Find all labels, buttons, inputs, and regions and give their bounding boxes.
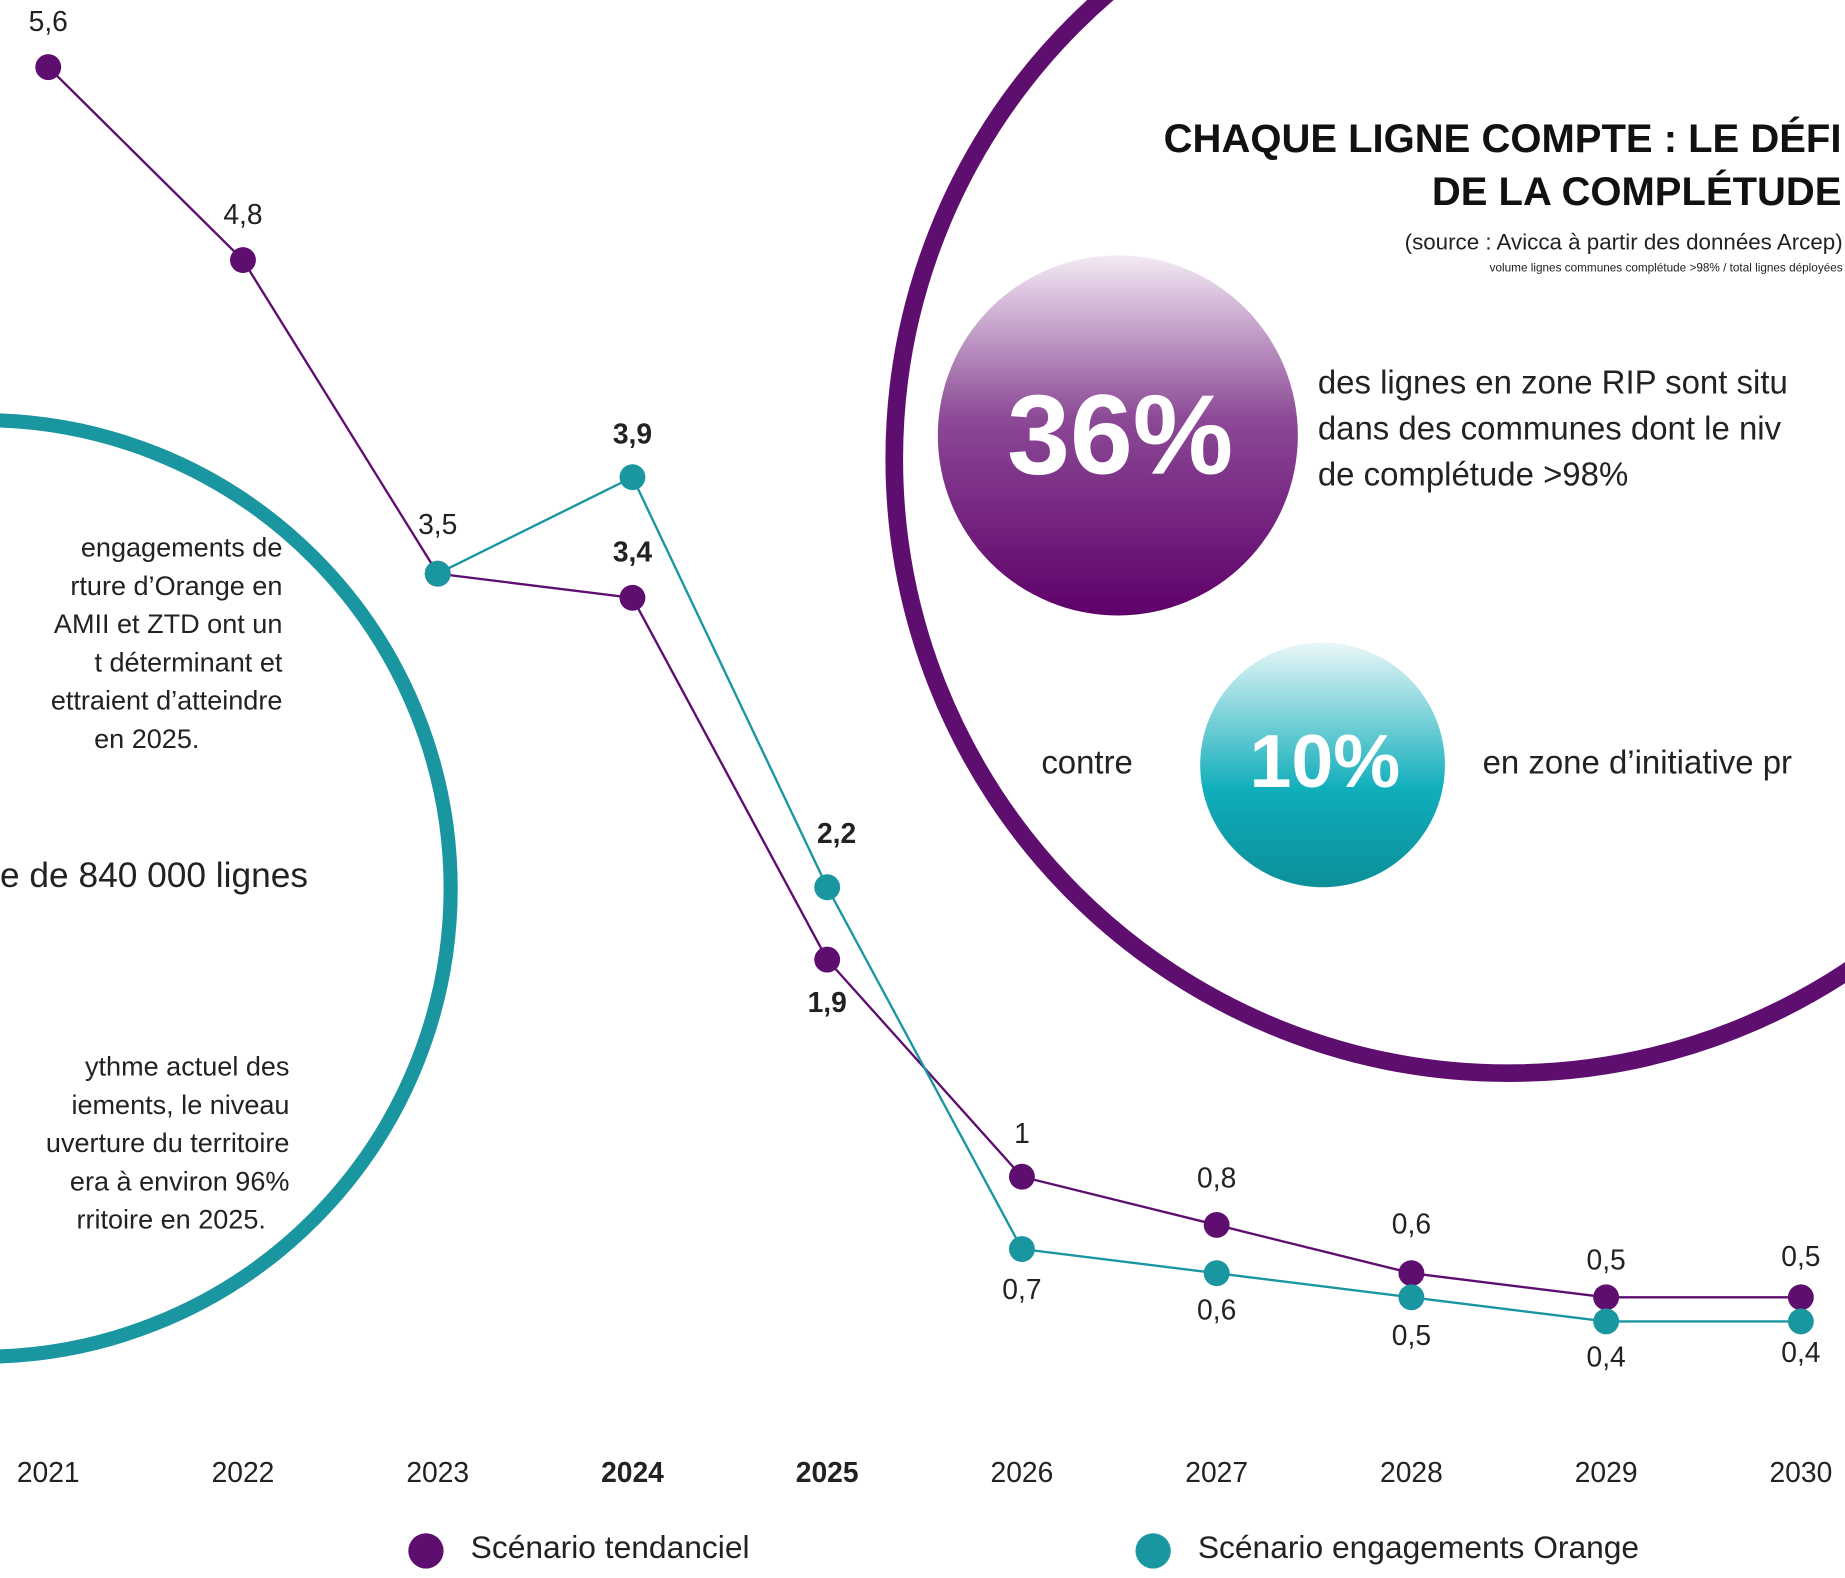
value-label: 0,6 [1392, 1208, 1431, 1240]
point [1008, 1163, 1035, 1190]
paragraph-line: ettraient d’atteindre [51, 686, 283, 716]
point [1593, 1308, 1620, 1335]
x-tick-label: 2027 [1185, 1456, 1248, 1488]
stat-circle [1200, 642, 1445, 888]
point [230, 247, 256, 274]
point [1398, 1260, 1425, 1287]
value-label: 1,9 [808, 986, 847, 1018]
value-label: 3,4 [613, 536, 653, 568]
x-tick-label: 2024 [601, 1456, 664, 1488]
point [424, 560, 451, 587]
paragraph-line: en 2025. [94, 724, 199, 754]
paragraph-line: engagements de [81, 533, 283, 563]
value-label: 5,6 [29, 5, 68, 37]
paragraph-line: t déterminant et [94, 647, 282, 677]
x-tick-label: 2025 [796, 1456, 859, 1488]
x-tick-label: 2023 [406, 1456, 469, 1488]
paragraph-line: ythme actuel des [85, 1052, 289, 1082]
value-label: 2,2 [817, 817, 856, 849]
point [1008, 1236, 1035, 1263]
x-tick-label: 2030 [1769, 1456, 1832, 1488]
legend-marker [408, 1533, 444, 1569]
point [1398, 1284, 1425, 1311]
contre: contre [1041, 744, 1133, 781]
note: volume lignes communes complétude >98% /… [1490, 261, 1843, 274]
title: CHAQUE LIGNE COMPTE : LE DÉFI [1164, 116, 1842, 161]
paragraph-line: uverture du territoire [46, 1128, 290, 1158]
legend-label: Scénario tendanciel [471, 1529, 750, 1565]
point [619, 464, 646, 491]
x-tick-label: 2028 [1380, 1456, 1443, 1488]
source: (source : Avicca à partir des données Ar… [1405, 230, 1843, 255]
x-tick-label: 2022 [212, 1456, 275, 1488]
point [1787, 1284, 1814, 1311]
paragraph-line: AMII et ZTD ont un [54, 609, 282, 639]
point [814, 946, 841, 973]
stat-text: dans des communes dont le niv [1318, 409, 1782, 446]
point [619, 584, 646, 611]
paragraph-line: rritoire en 2025. [76, 1205, 265, 1235]
x-tick-label: 2026 [991, 1456, 1054, 1488]
paragraph-line: rture d’Orange en [70, 571, 282, 601]
paragraph-line: iements, le niveau [71, 1090, 289, 1120]
highlight: e de 840 000 lignes [0, 856, 308, 895]
paragraph-line: era à environ 96% [70, 1166, 290, 1196]
x-tick-label: 2021 [17, 1456, 80, 1488]
point [1203, 1212, 1230, 1238]
right-ring [885, 0, 1845, 1082]
point [35, 54, 62, 81]
value-label: 3,9 [613, 417, 652, 449]
value-label: 0,5 [1587, 1243, 1626, 1275]
value-label: 1 [1014, 1117, 1030, 1149]
point [1593, 1284, 1620, 1311]
stat-text: des lignes en zone RIP sont situ [1318, 364, 1788, 401]
point [1203, 1260, 1230, 1287]
stat: 36% [1007, 371, 1233, 497]
legend-marker [1135, 1533, 1171, 1569]
value-label: 0,8 [1197, 1162, 1236, 1194]
stat-text: de complétude >98% [1318, 455, 1628, 492]
value-label: 4,8 [223, 198, 262, 230]
legend-label: Scénario engagements Orange [1198, 1529, 1639, 1565]
series-line [437, 475, 1801, 1323]
value-label: 0,6 [1197, 1293, 1236, 1325]
left-ring [0, 413, 458, 1364]
value-label: 0,7 [1002, 1273, 1041, 1305]
title: DE LA COMPLÉTUDE [1432, 169, 1842, 214]
stat-text: en zone d’initiative pr [1483, 744, 1792, 781]
stat: 10% [1250, 719, 1401, 803]
value-label: 0,4 [1587, 1341, 1626, 1373]
x-tick-label: 2029 [1575, 1456, 1638, 1488]
value-label: 0,5 [1392, 1319, 1431, 1351]
value-label: 3,5 [418, 508, 457, 540]
point [814, 874, 841, 901]
point [1787, 1308, 1814, 1335]
value-label: 0,5 [1781, 1240, 1820, 1272]
value-label: 0,4 [1781, 1336, 1820, 1368]
stat-circle [937, 255, 1298, 616]
